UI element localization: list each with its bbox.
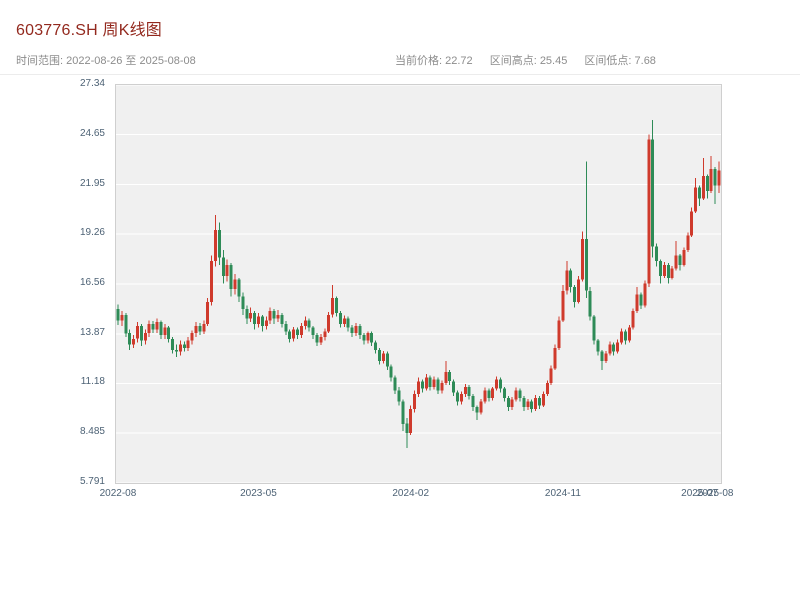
header-divider xyxy=(0,74,800,75)
x-tick-label: 2024-11 xyxy=(544,488,581,499)
range-high-label: 区间高点: 25.45 xyxy=(489,55,568,67)
x-axis-labels: 2022-08 2023-05 2024-02 2024-11 2025-07 2025-… xyxy=(100,486,734,504)
x-tick-label: 2025-08 xyxy=(696,488,734,499)
x-tick-label: 2025-07 xyxy=(681,488,718,499)
y-tick-label: 24.65 xyxy=(79,127,105,139)
y-tick-label: 27.34 xyxy=(79,78,105,89)
plot-area xyxy=(115,84,722,484)
candlestick-svg xyxy=(116,85,721,483)
y-tick-label: 11.18 xyxy=(80,376,105,388)
current-price-label: 当前价格: 22.72 xyxy=(395,55,473,67)
y-tick-label: 5.791 xyxy=(79,476,105,487)
time-range-label: 时间范围: 2022-08-26 至 2025-08-08 xyxy=(16,55,196,67)
chart-subheader: 时间范围: 2022-08-26 至 2025-08-08 当前价格: 22.7… xyxy=(0,52,800,68)
price-stats: 当前价格: 22.72 区间高点: 25.45 区间低点: 7.68 xyxy=(395,52,670,68)
y-tick-label: 16.56 xyxy=(79,277,105,289)
y-tick-label: 21.95 xyxy=(79,177,105,189)
x-tick-label: 2023-05 xyxy=(240,488,277,499)
y-tick-label: 8.485 xyxy=(79,426,105,438)
y-axis-labels: 5.791 8.485 11.18 13.87 16.56 19.26 21.95 24.65… xyxy=(0,78,109,487)
x-tick-label: 2024-02 xyxy=(392,488,430,499)
page-title: 603776.SH 周K线图 xyxy=(16,22,162,39)
x-tick-label: 2022-08 xyxy=(99,488,137,499)
range-low-label: 区间低点: 7.68 xyxy=(584,55,656,67)
y-tick-label: 19.26 xyxy=(79,227,105,239)
y-tick-label: 13.87 xyxy=(79,326,105,338)
